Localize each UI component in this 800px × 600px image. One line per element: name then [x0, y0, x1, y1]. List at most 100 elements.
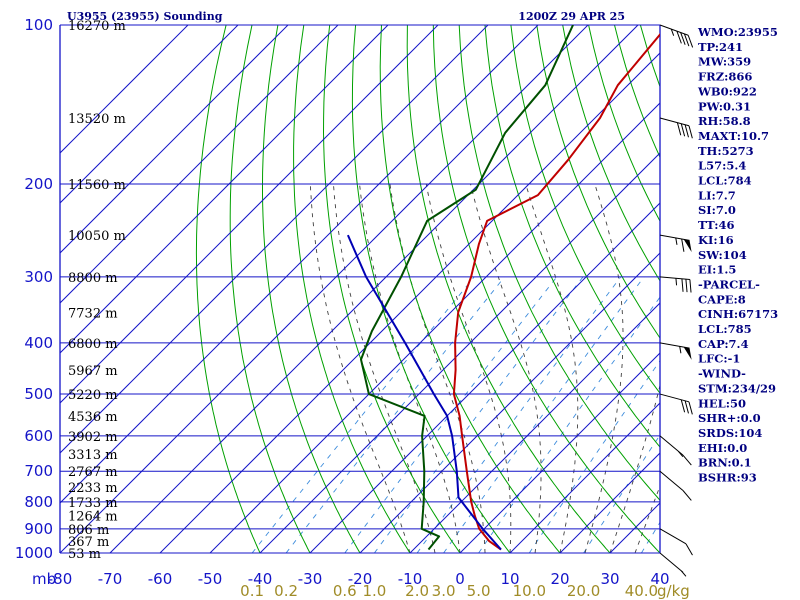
wind-barb [659, 24, 694, 48]
index-entry: SW:104 [698, 248, 747, 262]
wind-barb [659, 528, 693, 556]
mixing-ratio-tick-label: 1.0 [362, 582, 386, 600]
height-label: 10050 m [68, 229, 126, 244]
index-entry: CAP:7.4 [698, 337, 749, 351]
dry-adiabat-line [195, 25, 261, 553]
index-entry: BRN:0.1 [698, 456, 752, 470]
isotherms [60, 25, 660, 553]
isotherm-line [60, 25, 239, 204]
wind-barb [659, 342, 692, 360]
dry-adiabat-line [351, 25, 511, 553]
isotherm-line [60, 25, 539, 504]
pressure-unit-label: mb [32, 570, 56, 588]
isotherm-line [60, 25, 339, 304]
index-entry: -WIND- [698, 367, 746, 381]
isotherm-line [60, 25, 589, 553]
mixing-ratio-tick-label: 3.0 [432, 582, 456, 600]
height-label: 8800 m [68, 271, 118, 286]
height-label: 1264 m [68, 510, 118, 525]
index-entry: MW:359 [698, 55, 751, 69]
temperature-tick-label: -70 [98, 570, 123, 588]
moist-adiabat-line [584, 183, 624, 553]
height-label: 367 m [68, 535, 109, 550]
temperature-tick-label: 20 [550, 570, 569, 588]
height-label: 53 m [68, 547, 101, 562]
mixing-ratio-line [478, 296, 660, 553]
height-label: 2767 m [68, 465, 118, 480]
index-entry: RH:58.8 [698, 114, 751, 128]
mixing-ratio-tick-label: 2.0 [405, 582, 429, 600]
mixing-ratio-line [443, 276, 645, 553]
dry-adiabat-line [262, 25, 361, 553]
height-label: 16270 m [68, 19, 126, 34]
isotherm-line [60, 25, 489, 454]
mixing-ratio-tick-labels: 0.1 0.2 0.6 1.0 2.0 3.0 5.0 10.0 20.0 40.0 [240, 582, 658, 600]
index-entry: TP:241 [698, 40, 743, 54]
moist-adiabat-line [359, 183, 461, 553]
dry-adiabat-line [588, 25, 660, 223]
dry-adiabat-line [293, 25, 411, 553]
pressure-tick-label: 300 [24, 268, 53, 286]
height-label: 3313 m [68, 448, 118, 463]
isotherm-line [60, 25, 389, 354]
isotherm-line [60, 25, 439, 404]
temperature-tick-labels: -80 -70 -60 -50 -40 -30 -20 -10 0 10 20 30 40 [48, 570, 670, 588]
isotherm-line [309, 202, 660, 553]
wind-barb [659, 393, 693, 415]
index-entry: CAPE:8 [698, 292, 746, 306]
pressure-tick-label: 200 [24, 175, 53, 193]
index-entry: STM:234/29 [698, 381, 776, 395]
temperature-tick-label: 40 [650, 570, 669, 588]
height-labels: 16270 m 13520 m 11560 m 10050 m 8800 m 7732 m… [68, 19, 126, 562]
index-entry: SHR+:0.0 [698, 411, 761, 425]
sounding-series [346, 25, 660, 551]
mixing-ratio-tick-label: 10.0 [513, 582, 546, 600]
wind-barb [659, 552, 687, 577]
wind-barb [659, 276, 692, 293]
mixing-ratio-line [251, 276, 475, 553]
mixing-ratio-tick-label: 40.0 [625, 582, 658, 600]
pressure-tick-label: 1000 [15, 544, 53, 562]
isotherm-line [559, 452, 660, 553]
dry-adiabat-line [510, 25, 660, 394]
index-entry: SI:7.0 [698, 203, 736, 217]
mixing-ratio-tick-label: 0.6 [333, 582, 357, 600]
wind-barbs [659, 24, 694, 577]
dry-adiabat-line [536, 25, 660, 339]
mixing-ratio-tick-label: 20.0 [567, 582, 600, 600]
mixing-ratio-tick-label: 0.1 [240, 582, 264, 600]
dry-adiabat-line [229, 25, 311, 553]
moist-adiabat-line [425, 183, 512, 553]
height-label: 806 m [68, 523, 109, 538]
dry-adiabat-line [796, 25, 800, 553]
temperature-tick-label: -80 [48, 570, 73, 588]
index-entry: KI:16 [698, 233, 734, 247]
dry-adiabat-line [562, 25, 660, 282]
index-entry: BSHR:93 [698, 471, 757, 485]
index-entry: TH:5273 [698, 144, 754, 158]
height-label: 13520 m [68, 112, 126, 127]
index-entry: FRZ:866 [698, 70, 752, 84]
isotherm-line [60, 25, 289, 254]
height-label: 6800 m [68, 337, 118, 352]
height-label: 5220 m [68, 388, 118, 403]
dry-adiabat-line [379, 25, 561, 553]
dry-adiabat-line [484, 25, 660, 448]
wind-barb [659, 435, 692, 466]
isotherm-line [359, 252, 660, 553]
index-entry: PW:0.31 [698, 99, 751, 113]
index-entry: CINH:67173 [698, 307, 778, 321]
temperature-tick-label: 30 [600, 570, 619, 588]
isotherm-line [60, 25, 189, 154]
mixing-ratio-line [344, 276, 558, 553]
dry-adiabat-line [432, 25, 660, 553]
height-label: 7732 m [68, 306, 118, 321]
mixing-ratio-unit-label: g/kg [657, 582, 690, 600]
height-label: 4536 m [68, 410, 118, 425]
dry-adiabat-line [322, 25, 461, 553]
pressure-tick-label: 600 [24, 427, 53, 445]
index-entry: EI:1.5 [698, 263, 736, 277]
dry-adiabat-line [458, 25, 660, 501]
isotherm-line [259, 152, 660, 553]
